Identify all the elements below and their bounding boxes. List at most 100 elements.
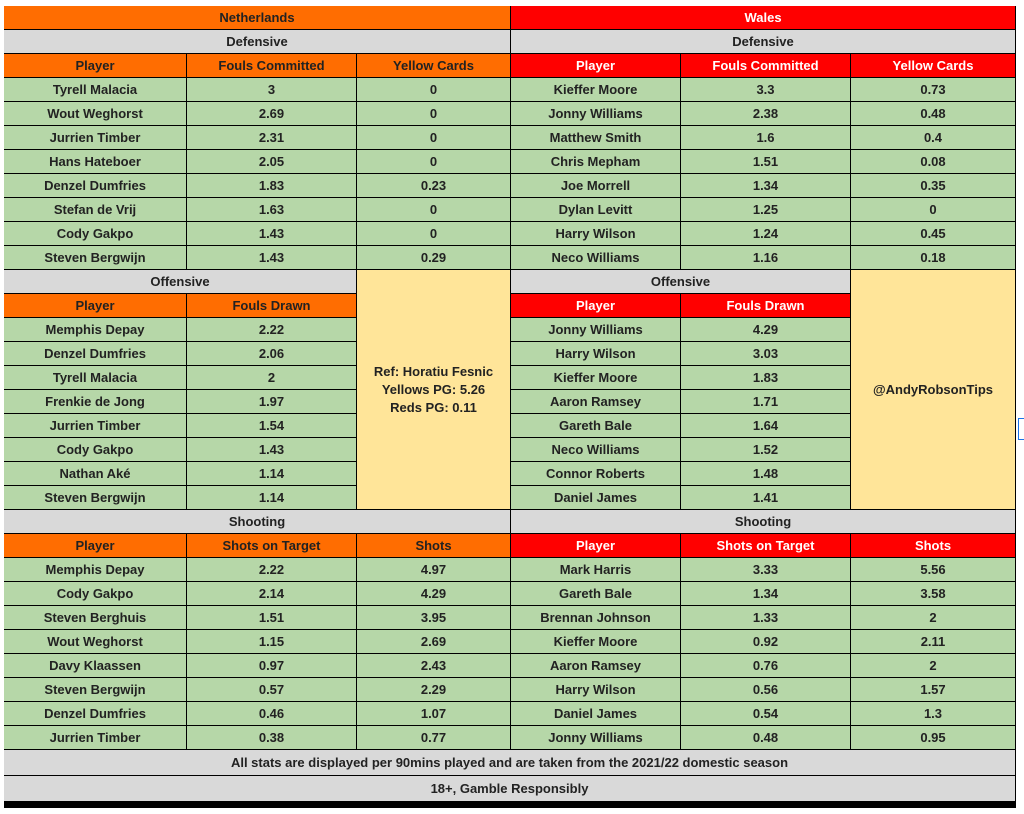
netherlands-shooting-cell[interactable]: Denzel Dumfries	[4, 702, 187, 726]
netherlands-defensive-cell[interactable]: 0	[357, 222, 511, 246]
wales-offensive-cell[interactable]: Kieffer Moore	[511, 366, 681, 390]
netherlands-offensive-cell[interactable]: Cody Gakpo	[4, 438, 187, 462]
wales-defensive-cell[interactable]: 1.24	[681, 222, 851, 246]
wales-shooting-cell[interactable]: 5.56	[851, 558, 1016, 582]
wales-defensive-cell[interactable]: Chris Mepham	[511, 150, 681, 174]
wales-defensive-cell[interactable]: 2.38	[681, 102, 851, 126]
handle-box[interactable]: @AndyRobsonTips	[851, 270, 1016, 510]
wales-shooting-header[interactable]: Player	[511, 534, 681, 558]
referee-info-box[interactable]: Ref: Horatiu Fesnic Yellows PG: 5.26 Reds …	[357, 270, 511, 510]
netherlands-shooting-cell[interactable]: Steven Berghuis	[4, 606, 187, 630]
wales-offensive-label[interactable]: Offensive	[511, 270, 851, 294]
netherlands-offensive-label[interactable]: Offensive	[4, 270, 357, 294]
wales-defensive-cell[interactable]: 1.25	[681, 198, 851, 222]
wales-defensive-cell[interactable]: Dylan Levitt	[511, 198, 681, 222]
wales-offensive-cell[interactable]: 1.41	[681, 486, 851, 510]
netherlands-offensive-cell[interactable]: 2.22	[187, 318, 357, 342]
wales-defensive-cell[interactable]: 3.3	[681, 78, 851, 102]
wales-offensive-cell[interactable]: Neco Williams	[511, 438, 681, 462]
netherlands-offensive-cell[interactable]: Steven Bergwijn	[4, 486, 187, 510]
wales-shooting-cell[interactable]: Jonny Williams	[511, 726, 681, 750]
wales-defensive-cell[interactable]: 1.51	[681, 150, 851, 174]
netherlands-shooting-cell[interactable]: 2.22	[187, 558, 357, 582]
wales-offensive-cell[interactable]: 1.71	[681, 390, 851, 414]
netherlands-shooting-cell[interactable]: 1.51	[187, 606, 357, 630]
wales-defensive-cell[interactable]: 1.6	[681, 126, 851, 150]
wales-defensive-cell[interactable]: Joe Morrell	[511, 174, 681, 198]
wales-shooting-cell[interactable]: 1.57	[851, 678, 1016, 702]
netherlands-defensive-cell[interactable]: 0.29	[357, 246, 511, 270]
netherlands-offensive-cell[interactable]: 1.97	[187, 390, 357, 414]
wales-defensive-header[interactable]: Player	[511, 54, 681, 78]
netherlands-offensive-cell[interactable]: Tyrell Malacia	[4, 366, 187, 390]
netherlands-offensive-cell[interactable]: 1.14	[187, 462, 357, 486]
netherlands-defensive-cell[interactable]: 2.31	[187, 126, 357, 150]
wales-shooting-cell[interactable]: Daniel James	[511, 702, 681, 726]
netherlands-offensive-cell[interactable]: 1.43	[187, 438, 357, 462]
wales-shooting-label[interactable]: Shooting	[511, 510, 1016, 534]
wales-shooting-cell[interactable]: 0.92	[681, 630, 851, 654]
netherlands-shooting-cell[interactable]: 3.95	[357, 606, 511, 630]
wales-offensive-cell[interactable]: Harry Wilson	[511, 342, 681, 366]
netherlands-defensive-cell[interactable]: Wout Weghorst	[4, 102, 187, 126]
wales-shooting-header[interactable]: Shots on Target	[681, 534, 851, 558]
netherlands-shooting-header[interactable]: Player	[4, 534, 187, 558]
wales-shooting-cell[interactable]: Aaron Ramsey	[511, 654, 681, 678]
wales-shooting-cell[interactable]: Harry Wilson	[511, 678, 681, 702]
wales-defensive-header[interactable]: Yellow Cards	[851, 54, 1016, 78]
netherlands-defensive-cell[interactable]: 0.23	[357, 174, 511, 198]
wales-defensive-cell[interactable]: 0.18	[851, 246, 1016, 270]
wales-offensive-cell[interactable]: 1.83	[681, 366, 851, 390]
netherlands-shooting-cell[interactable]: 4.97	[357, 558, 511, 582]
netherlands-shooting-cell[interactable]: Wout Weghorst	[4, 630, 187, 654]
wales-shooting-header[interactable]: Shots	[851, 534, 1016, 558]
netherlands-defensive-cell[interactable]: 0	[357, 126, 511, 150]
wales-defensive-cell[interactable]: 0.08	[851, 150, 1016, 174]
netherlands-defensive-cell[interactable]: Jurrien Timber	[4, 126, 187, 150]
netherlands-offensive-cell[interactable]: 2	[187, 366, 357, 390]
netherlands-shooting-cell[interactable]: 0.77	[357, 726, 511, 750]
wales-defensive-cell[interactable]: Neco Williams	[511, 246, 681, 270]
wales-defensive-cell[interactable]: 1.16	[681, 246, 851, 270]
netherlands-defensive-cell[interactable]: 3	[187, 78, 357, 102]
netherlands-defensive-cell[interactable]: Stefan de Vrij	[4, 198, 187, 222]
wales-shooting-cell[interactable]: 1.3	[851, 702, 1016, 726]
wales-defensive-cell[interactable]: 1.34	[681, 174, 851, 198]
wales-offensive-cell[interactable]: 3.03	[681, 342, 851, 366]
netherlands-team-title[interactable]: Netherlands	[4, 6, 511, 30]
netherlands-defensive-header[interactable]: Fouls Committed	[187, 54, 357, 78]
wales-shooting-cell[interactable]: 0.48	[681, 726, 851, 750]
netherlands-shooting-cell[interactable]: 0.38	[187, 726, 357, 750]
wales-shooting-cell[interactable]: 2.11	[851, 630, 1016, 654]
netherlands-offensive-cell[interactable]: 1.54	[187, 414, 357, 438]
wales-shooting-cell[interactable]: Gareth Bale	[511, 582, 681, 606]
wales-shooting-cell[interactable]: 2	[851, 654, 1016, 678]
wales-offensive-cell[interactable]: Gareth Bale	[511, 414, 681, 438]
netherlands-shooting-cell[interactable]: 0.97	[187, 654, 357, 678]
wales-offensive-header[interactable]: Player	[511, 294, 681, 318]
netherlands-shooting-cell[interactable]: 2.29	[357, 678, 511, 702]
netherlands-defensive-cell[interactable]: Steven Bergwijn	[4, 246, 187, 270]
wales-offensive-cell[interactable]: 1.64	[681, 414, 851, 438]
netherlands-defensive-cell[interactable]: 0	[357, 102, 511, 126]
netherlands-offensive-header[interactable]: Fouls Drawn	[187, 294, 357, 318]
netherlands-offensive-cell[interactable]: Jurrien Timber	[4, 414, 187, 438]
netherlands-shooting-cell[interactable]: 4.29	[357, 582, 511, 606]
wales-shooting-cell[interactable]: 3.33	[681, 558, 851, 582]
wales-shooting-cell[interactable]: 0.56	[681, 678, 851, 702]
wales-shooting-cell[interactable]: 1.33	[681, 606, 851, 630]
wales-offensive-cell[interactable]: Jonny Williams	[511, 318, 681, 342]
netherlands-defensive-cell[interactable]: 1.63	[187, 198, 357, 222]
wales-shooting-cell[interactable]: 1.34	[681, 582, 851, 606]
wales-defensive-cell[interactable]: 0	[851, 198, 1016, 222]
wales-offensive-cell[interactable]: 1.52	[681, 438, 851, 462]
wales-shooting-cell[interactable]: Mark Harris	[511, 558, 681, 582]
netherlands-defensive-cell[interactable]: 1.43	[187, 222, 357, 246]
wales-defensive-cell[interactable]: 0.73	[851, 78, 1016, 102]
netherlands-defensive-label[interactable]: Defensive	[4, 30, 511, 54]
wales-offensive-cell[interactable]: 4.29	[681, 318, 851, 342]
netherlands-defensive-cell[interactable]: Tyrell Malacia	[4, 78, 187, 102]
netherlands-defensive-cell[interactable]: 1.83	[187, 174, 357, 198]
wales-defensive-cell[interactable]: Harry Wilson	[511, 222, 681, 246]
wales-defensive-cell[interactable]: Matthew Smith	[511, 126, 681, 150]
